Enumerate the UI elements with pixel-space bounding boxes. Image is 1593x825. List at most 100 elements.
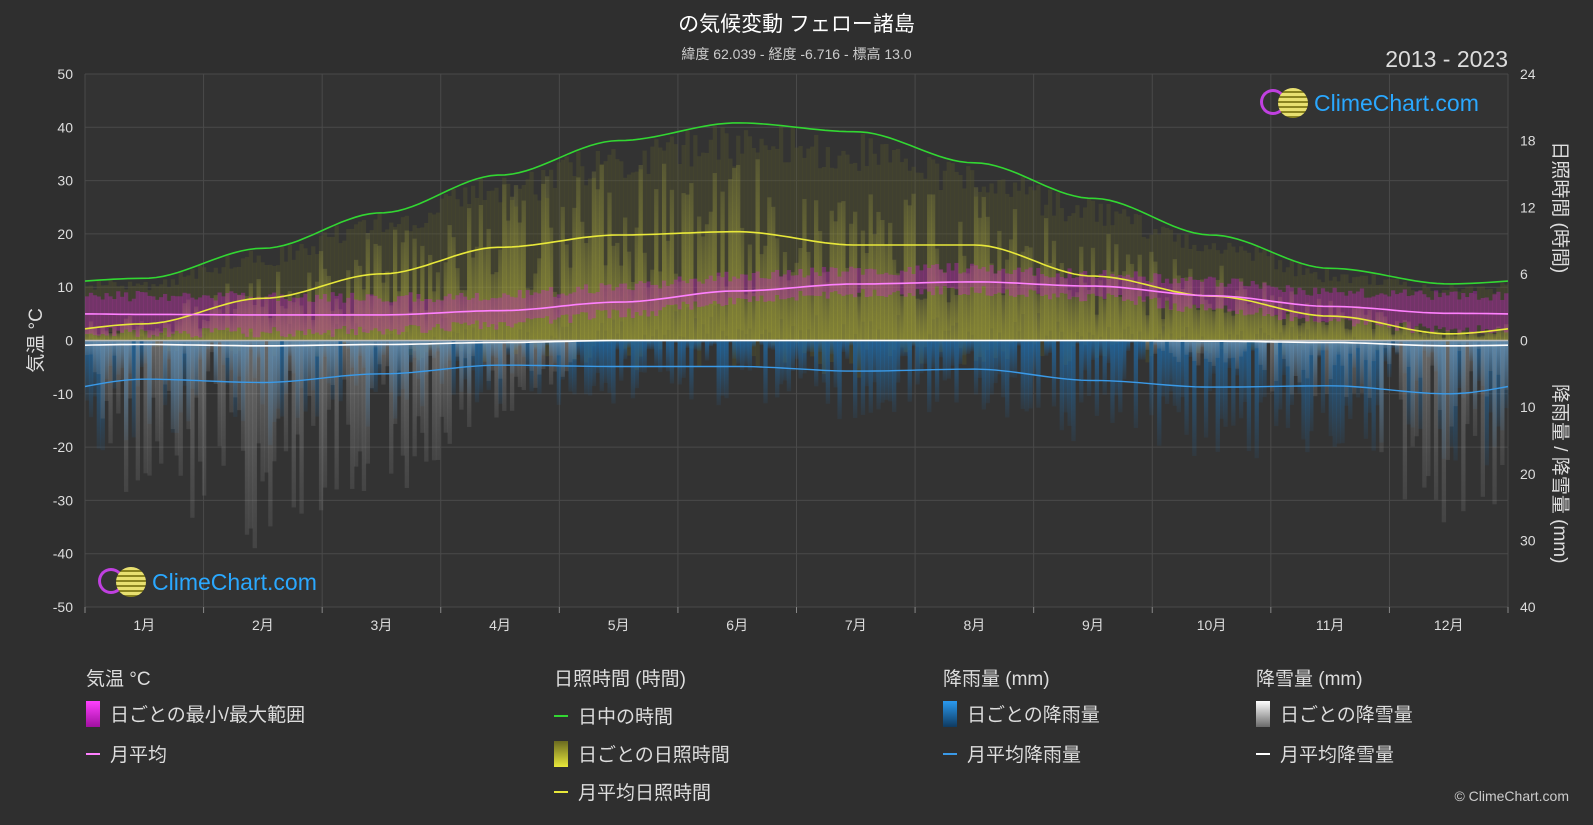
rain-bar [708, 340, 714, 347]
temp-range-bar [357, 300, 363, 327]
sunshine-bar [486, 228, 491, 341]
sunshine-bar [837, 202, 842, 341]
sunshine-bar [755, 159, 760, 341]
snow-bar [190, 340, 195, 518]
rain-bar [1075, 340, 1080, 344]
left-tick-label: -20 [53, 439, 73, 455]
snow-bar [1406, 340, 1411, 367]
daylight-band-bar [1036, 185, 1041, 314]
temp-range-bar [428, 299, 433, 331]
temp-range-bar [1067, 268, 1072, 300]
snow-bar [498, 340, 503, 379]
daylight-band-bar [1301, 274, 1306, 351]
daylight-band-bar [525, 179, 530, 333]
daylight-band-bar [1492, 293, 1497, 347]
rain-bar [1371, 340, 1376, 451]
rain-bar [704, 340, 710, 361]
daylight-band-bar [1122, 209, 1127, 330]
temp-range-bar [638, 281, 643, 316]
sunshine-bar [463, 290, 468, 341]
rain-bar [759, 340, 764, 346]
sunshine-bar [700, 236, 706, 341]
temp-range-bar [1047, 277, 1053, 300]
temp-range-bar [100, 299, 105, 335]
rain-bar [1496, 340, 1501, 427]
sunshine-bar [931, 194, 936, 341]
temp-range-bar [151, 296, 156, 335]
rain-bar [1125, 340, 1131, 351]
daylight-band-bar [1383, 279, 1388, 345]
sunshine-bar [377, 245, 382, 341]
sunshine-bar [1320, 322, 1326, 341]
sunshine-bar [369, 296, 374, 341]
temp-range-bar [619, 283, 624, 318]
sunshine-bar [408, 311, 413, 341]
legend-item-rain-avg: 月平均降雨量 [943, 740, 1081, 767]
temp-range-bar [1398, 292, 1404, 323]
rain-bar [638, 340, 643, 373]
sunshine-bar [201, 319, 207, 341]
temp-range-bar [1001, 268, 1006, 294]
temp-range-bar [665, 285, 671, 305]
sunshine-bar [482, 247, 487, 341]
temp-range-bar [1504, 293, 1509, 333]
rain-bar [1090, 340, 1096, 360]
sunshine-bar [658, 271, 663, 341]
sunshine-bar [802, 198, 807, 341]
rain-bar [985, 340, 990, 404]
daylight-band-bar [759, 138, 764, 335]
temp-range-bar [685, 283, 690, 305]
snow-bar [287, 340, 293, 371]
sunshine-bar [1324, 324, 1330, 341]
sunshine-bar [1196, 310, 1201, 341]
daylight-band-bar [1504, 284, 1509, 335]
snow-bar [502, 340, 507, 411]
daylight-band-bar [342, 240, 347, 344]
left-tick-label: 0 [65, 333, 73, 349]
rain-bar [576, 340, 581, 356]
snow-bar [252, 340, 257, 549]
sunshine-bar [810, 285, 815, 341]
snow-bar [1211, 340, 1217, 366]
brand-logo-top[interactable]: ClimeChart.com [1258, 86, 1479, 120]
snow-bar [459, 340, 464, 410]
snow-bar [1332, 340, 1337, 366]
daylight-band-bar [143, 281, 148, 341]
snow-avg-swatch [1256, 752, 1270, 755]
snow-bar [1410, 340, 1415, 447]
rain-bar [611, 340, 616, 404]
snow-bar [1274, 340, 1279, 381]
snow-bar [564, 340, 569, 372]
sunshine-bar [1188, 268, 1193, 341]
snow-bar [1242, 340, 1248, 352]
rain-bar [1137, 340, 1142, 360]
month-tick-label: 2月 [252, 617, 274, 633]
snow-bar [1453, 340, 1458, 407]
snow-bar [1441, 340, 1447, 523]
month-tick-label: 4月 [489, 617, 511, 633]
sunshine-bar [915, 298, 920, 341]
rain-bar [1051, 340, 1057, 407]
legend-title-temperature: 気温 °C [86, 669, 151, 690]
snow-bar [548, 340, 554, 385]
snow-swatch [1256, 700, 1270, 727]
snow-bar [1254, 340, 1259, 349]
daylight-band-bar [1332, 276, 1337, 342]
sunshine-bar [1453, 335, 1458, 341]
snow-bar [369, 340, 374, 389]
rain-bar [1141, 340, 1146, 360]
rain-bar [1133, 340, 1139, 428]
temp-range-bar [1196, 280, 1201, 308]
snow-bar [1258, 340, 1263, 365]
temp-range-bar [1422, 294, 1427, 327]
sunshine-bar [564, 244, 569, 341]
snow-bar [428, 340, 433, 356]
rain-bar [1008, 340, 1014, 378]
snow-bar [1476, 340, 1482, 349]
temp-range-bar [712, 280, 717, 302]
sunshine-bar [1281, 325, 1287, 341]
rain-bar [1129, 340, 1135, 343]
rain-bar [872, 340, 877, 383]
snow-bar [1301, 340, 1306, 370]
brand-logo-bottom[interactable]: ClimeChart.com [96, 565, 317, 599]
